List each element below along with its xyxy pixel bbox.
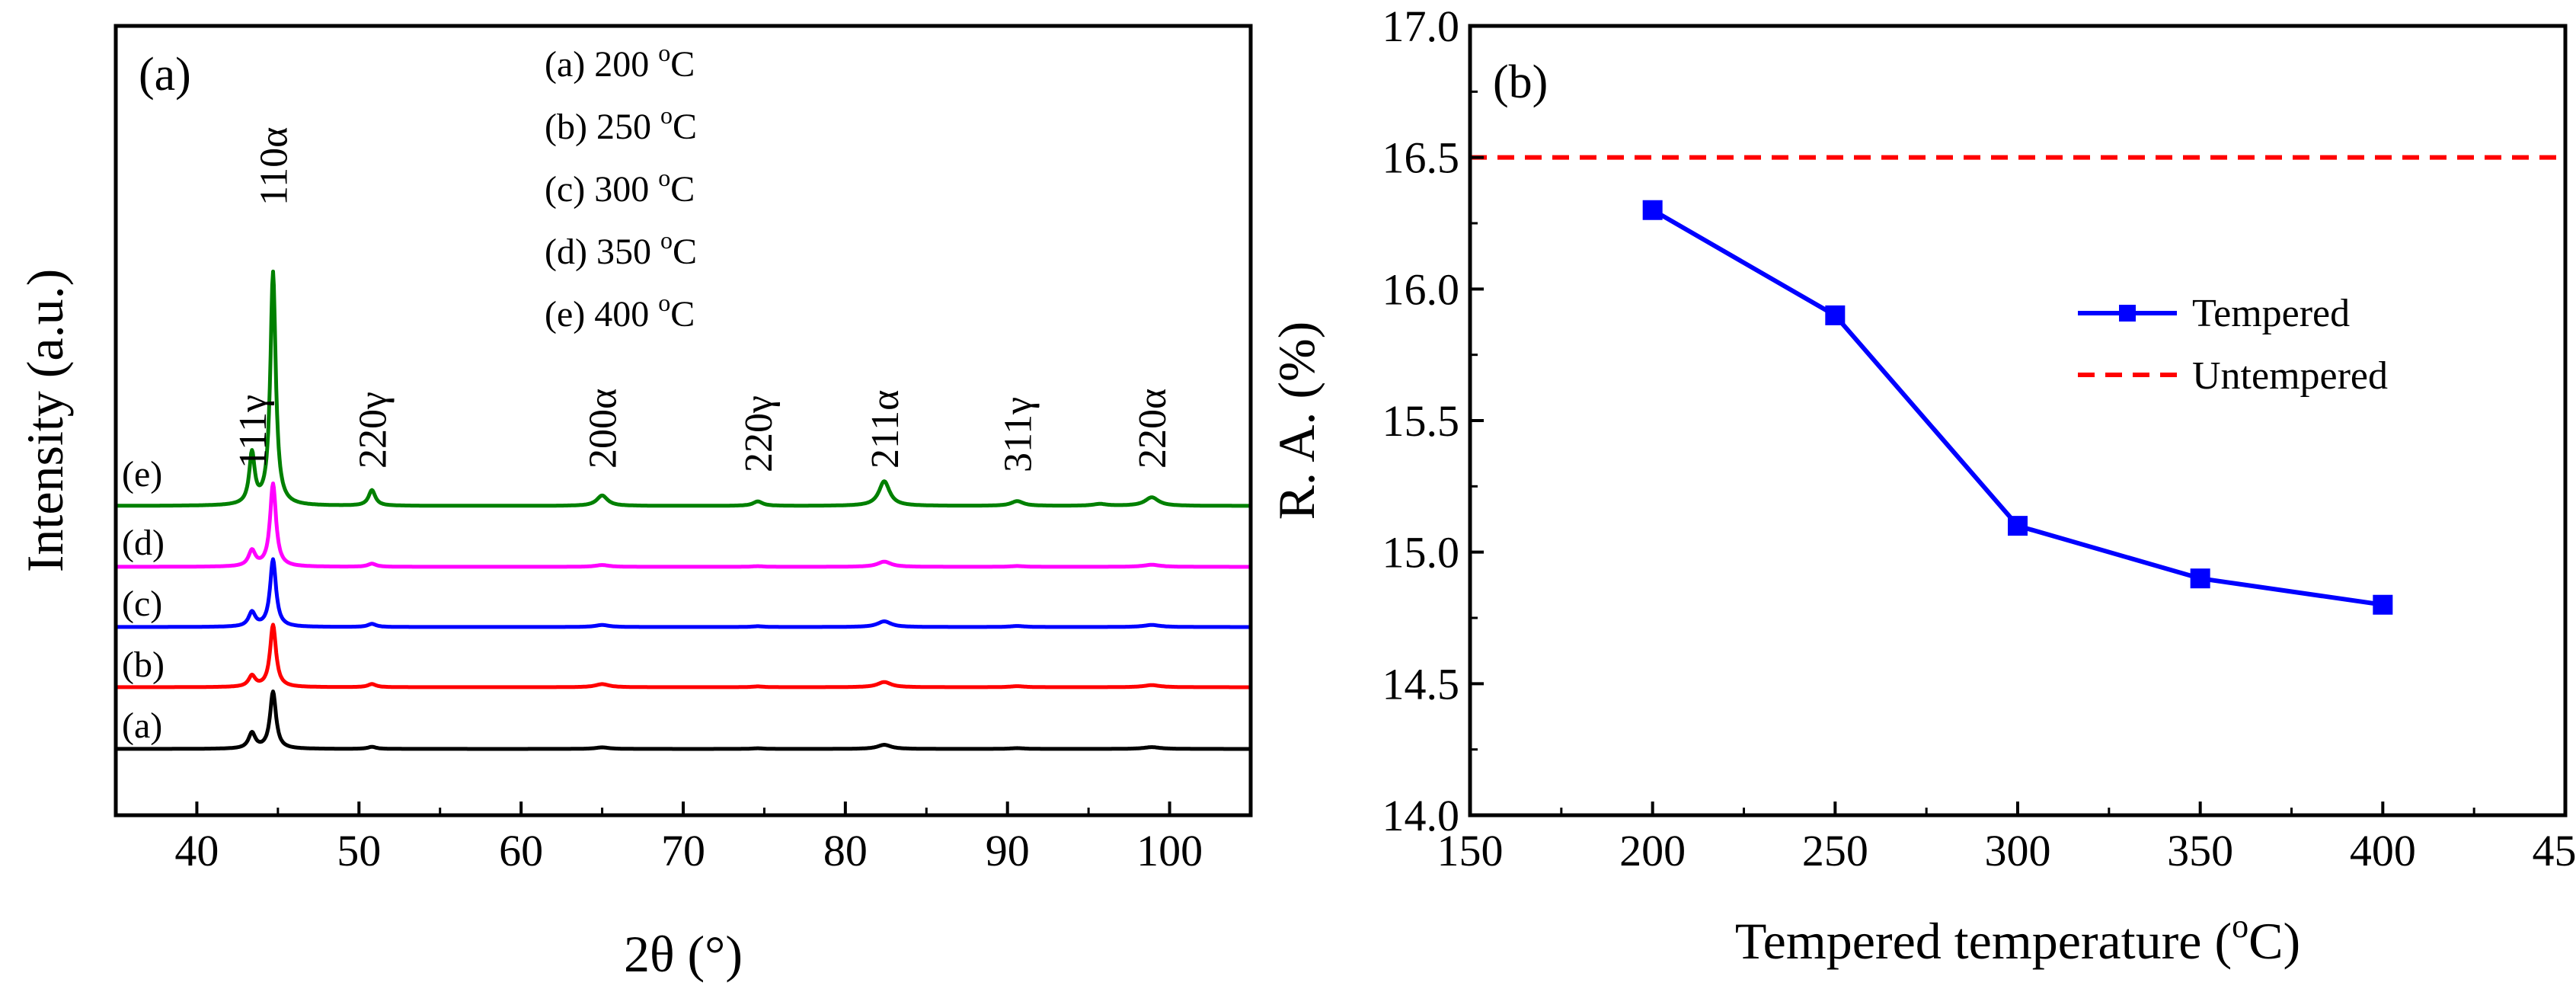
peak-label: 110α <box>253 127 296 206</box>
ra-y-tick-label: 16.5 <box>1382 133 1460 183</box>
ra-y-tick-label: 15.5 <box>1382 396 1460 446</box>
tempered-point <box>2373 594 2393 615</box>
ra-x-axis-title: Tempered temperature (oC) <box>1735 907 2300 970</box>
tempered-series-markers <box>1642 200 2393 615</box>
xrd-x-ticks: 40 50 60 70 80 90 100 <box>114 802 1252 875</box>
temperature-legend-sup: o <box>660 101 673 129</box>
temperature-legend-sup: o <box>658 289 670 316</box>
xrd-x-tick-label: 100 <box>1136 826 1203 875</box>
temperature-legend-unit: C <box>673 232 697 272</box>
ra-y-tick-label: 15.0 <box>1382 528 1460 578</box>
temperature-legend-entry: (e) 400 oC <box>545 289 695 334</box>
peak-label: 200α <box>582 389 625 469</box>
xrd-curve-labels: (a) (b) (c) (d) (e) <box>122 454 165 746</box>
tempered-point <box>2190 568 2210 589</box>
xrd-curve-c <box>114 557 1252 629</box>
xrd-temperature-legend: (a) 200 oC(b) 250 oC(c) 300 oC(d) 350 oC… <box>545 39 697 334</box>
ra-plot-frame <box>1468 24 2568 818</box>
tempered-point <box>1825 305 1846 325</box>
temperature-legend-text: (b) 250 <box>545 107 660 147</box>
ra-y-tick-label: 14.0 <box>1382 791 1460 840</box>
xrd-curve-a <box>114 690 1252 751</box>
temperature-legend-text: (c) 300 <box>545 169 658 210</box>
temperature-legend-sup: o <box>658 39 670 66</box>
peak-label: 220γ <box>351 392 395 469</box>
ra-x-tick-label: 300 <box>1985 826 2051 875</box>
temperature-legend-entry: (c) 300 oC <box>545 164 695 210</box>
peak-label: 311γ <box>997 397 1040 472</box>
tempered-series-line <box>1651 208 2383 607</box>
ra-y-tick-label: 14.5 <box>1382 659 1460 709</box>
temperature-legend-text: (a) 200 <box>545 44 658 85</box>
xrd-panel: 40 50 60 70 80 90 100 111γ 110α 220γ 200α 220γ 211α… <box>16 24 1253 983</box>
temperature-legend-text: (e) 400 <box>545 294 658 334</box>
temperature-legend-sup: o <box>660 226 673 254</box>
temperature-legend-unit: C <box>670 169 695 210</box>
temperature-legend-entry: (a) 200 oC <box>545 39 695 85</box>
ra-y-tick-label: 16.0 <box>1382 264 1460 314</box>
peak-label: 111γ <box>232 395 275 469</box>
xrd-curve-label: (d) <box>122 523 165 563</box>
xrd-curve-b <box>114 622 1252 690</box>
ra-x-axis-title-main: Tempered temperature ( <box>1735 912 2232 970</box>
ra-x-tick-label: 200 <box>1619 826 1686 875</box>
xrd-x-tick-label: 70 <box>661 826 705 875</box>
xrd-curve-label: (a) <box>122 706 162 746</box>
xrd-y-axis-title: Intensity (a.u.) <box>16 269 74 572</box>
ra-x-axis-title-tail: C) <box>2248 912 2300 970</box>
peak-label: 220γ <box>737 395 781 472</box>
ra-panel: 150 200 250 300 350 400 450 14.0 14.5 15.0 15.5 16… <box>1267 2 2576 970</box>
xrd-x-tick-label: 40 <box>174 826 219 875</box>
temperature-legend-entry: (b) 250 oC <box>545 101 697 147</box>
xrd-curve-label: (b) <box>122 645 165 685</box>
xrd-curve-label: (e) <box>122 454 162 494</box>
temperature-legend-unit: C <box>673 107 697 147</box>
ra-x-tick-label: 150 <box>1437 826 1504 875</box>
xrd-x-tick-label: 60 <box>499 826 543 875</box>
xrd-x-axis-title: 2θ (°) <box>624 925 743 983</box>
legend-untempered-label: Untempered <box>2192 354 2388 398</box>
ra-x-tick-label: 350 <box>2167 826 2233 875</box>
xrd-curves <box>114 269 1252 751</box>
ra-y-ticks: 14.0 14.5 15.0 15.5 16.0 16.5 17.0 <box>1382 2 1484 840</box>
xrd-x-tick-label: 90 <box>986 826 1030 875</box>
ra-x-tick-label: 450 <box>2533 826 2576 875</box>
ra-y-tick-label: 17.0 <box>1382 2 1460 51</box>
peak-label: 220α <box>1131 389 1175 469</box>
ra-x-tick-label: 250 <box>1802 826 1868 875</box>
ra-legend: Tempered Untempered <box>2078 292 2388 398</box>
xrd-x-tick-label: 50 <box>337 826 381 875</box>
ra-panel-label: (b) <box>1493 56 1548 108</box>
xrd-curve-label: (c) <box>122 584 162 624</box>
ra-x-axis-title-sup: o <box>2232 907 2248 945</box>
xrd-x-tick-label: 80 <box>823 826 868 875</box>
xrd-curve-e <box>114 269 1252 508</box>
temperature-legend-entry: (d) 350 oC <box>545 226 697 272</box>
temperature-legend-text: (d) 350 <box>545 232 660 272</box>
legend-tempered-marker <box>2119 305 2136 322</box>
xrd-peak-labels: 111γ 110α 220γ 200α 220γ 211α 311γ 220α <box>232 127 1175 472</box>
tempered-point <box>1642 200 1663 220</box>
ra-x-ticks: 150 200 250 300 350 400 450 <box>1437 802 2576 875</box>
legend-tempered-label: Tempered <box>2192 292 2350 335</box>
ra-x-tick-label: 400 <box>2350 826 2416 875</box>
xrd-curve-d <box>114 482 1252 569</box>
temperature-legend-unit: C <box>670 294 695 334</box>
ra-y-axis-title: R. A. (%) <box>1267 322 1325 520</box>
temperature-legend-unit: C <box>670 44 695 85</box>
tempered-point <box>2008 516 2028 536</box>
temperature-legend-sup: o <box>658 164 670 191</box>
xrd-panel-label: (a) <box>139 49 191 101</box>
peak-label: 211α <box>864 390 907 469</box>
